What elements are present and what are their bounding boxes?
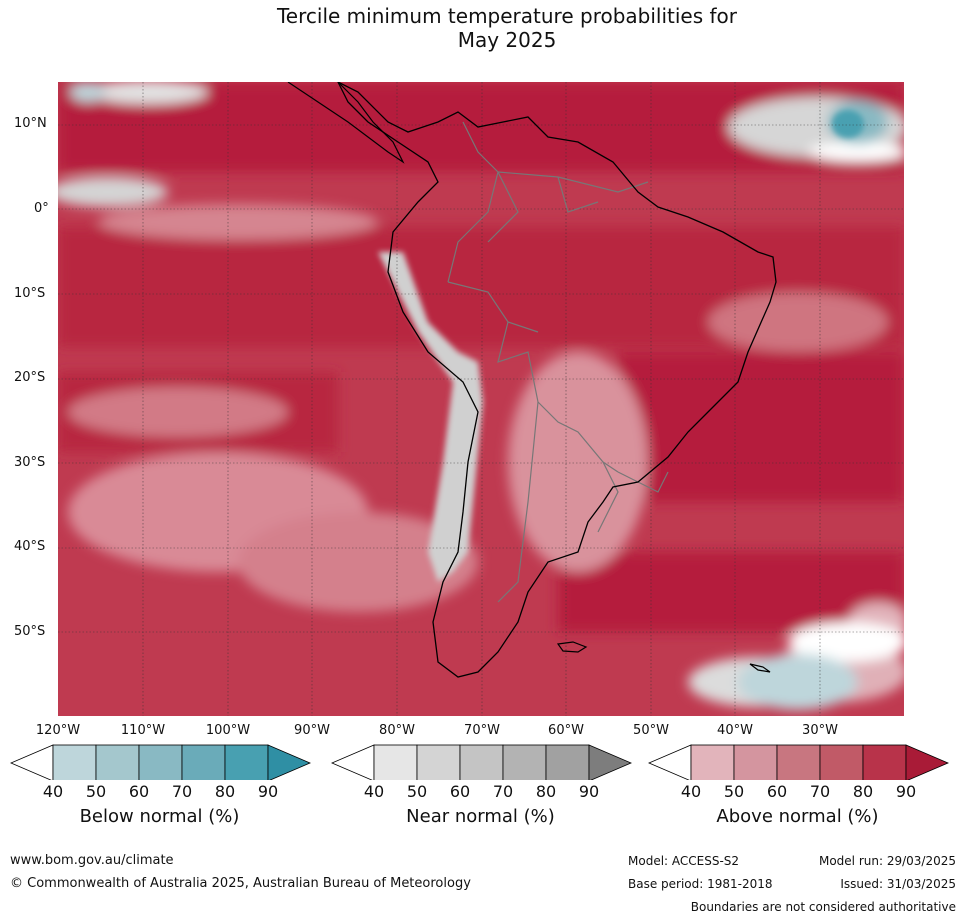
lon-label-90w: 90°W bbox=[294, 723, 330, 738]
lat-label-10n: 10°N bbox=[14, 116, 47, 131]
footer-website: www.bom.gov.au/climate bbox=[10, 853, 174, 868]
near-normal-colorbar-segment bbox=[502, 744, 547, 780]
footer-disclaimer: Boundaries are not considered authoritat… bbox=[690, 900, 956, 914]
above-normal-tick-label: 90 bbox=[895, 782, 917, 801]
below-normal-tick-label: 70 bbox=[171, 782, 193, 801]
above-normal-tick-label: 70 bbox=[809, 782, 831, 801]
near-normal-colorbar-segment bbox=[545, 744, 590, 780]
lon-label-120w: 120°W bbox=[35, 723, 81, 738]
lon-label-100w: 100°W bbox=[205, 723, 251, 738]
probability-map bbox=[58, 82, 904, 716]
near-normal-colorbar bbox=[331, 744, 632, 780]
below-normal-colorbar-max-arrow bbox=[267, 744, 311, 780]
below-normal-colorbar-segment bbox=[52, 744, 97, 780]
above-normal-tick-label: 40 bbox=[680, 782, 702, 801]
central-america-outline bbox=[287, 82, 405, 164]
below-normal-tick-label: 50 bbox=[85, 782, 107, 801]
above-normal-colorbar-max-arrow bbox=[905, 744, 949, 780]
below-normal-colorbar-min-arrow bbox=[10, 744, 54, 780]
below-normal-colorbar-title: Below normal (%) bbox=[79, 806, 240, 827]
title-line-2: May 2025 bbox=[457, 28, 557, 52]
country-borders bbox=[447, 121, 669, 603]
lon-label-110w: 110°W bbox=[120, 723, 166, 738]
footer-issued: Issued: 31/03/2025 bbox=[840, 877, 956, 891]
below-normal-colorbar bbox=[10, 744, 311, 780]
near-normal-colorbar-segment bbox=[373, 744, 418, 780]
above-normal-colorbar-segment bbox=[733, 744, 778, 780]
lon-label-70w: 70°W bbox=[464, 723, 500, 738]
south-georgia-outline bbox=[749, 663, 771, 673]
lon-label-30w: 30°W bbox=[802, 723, 838, 738]
lat-label-0: 0° bbox=[34, 201, 49, 216]
above-normal-tick-label: 80 bbox=[852, 782, 874, 801]
near-normal-tick-label: 80 bbox=[535, 782, 557, 801]
footer-model-run: Model run: 29/03/2025 bbox=[818, 854, 956, 868]
above-normal-colorbar-segment bbox=[776, 744, 821, 780]
footer-model: Model: ACCESS-S2 bbox=[628, 854, 740, 868]
below-normal-colorbar-segment bbox=[95, 744, 140, 780]
above-normal-colorbar-segment bbox=[819, 744, 864, 780]
near-normal-tick-label: 50 bbox=[406, 782, 428, 801]
above-normal-tick-label: 60 bbox=[766, 782, 788, 801]
near-normal-colorbar-segment bbox=[416, 744, 461, 780]
near-normal-colorbar-max-arrow bbox=[588, 744, 632, 780]
above-normal-tick-label: 50 bbox=[723, 782, 745, 801]
near-normal-colorbar-min-arrow bbox=[331, 744, 375, 780]
near-normal-colorbar-segment bbox=[459, 744, 504, 780]
south-america-outline bbox=[337, 82, 777, 678]
near-normal-tick-label: 40 bbox=[363, 782, 385, 801]
near-normal-tick-label: 90 bbox=[578, 782, 600, 801]
above-normal-colorbar-min-arrow bbox=[648, 744, 692, 780]
near-normal-tick-label: 60 bbox=[449, 782, 471, 801]
lon-label-80w: 80°W bbox=[379, 723, 415, 738]
below-normal-colorbar-segment bbox=[138, 744, 183, 780]
below-normal-tick-label: 40 bbox=[42, 782, 64, 801]
lat-label-30s: 30°S bbox=[14, 455, 46, 470]
below-normal-colorbar-segment bbox=[181, 744, 226, 780]
lat-label-50s: 50°S bbox=[14, 624, 46, 639]
lat-label-20s: 20°S bbox=[14, 370, 46, 385]
falklands-outline bbox=[556, 641, 588, 653]
below-normal-tick-label: 90 bbox=[257, 782, 279, 801]
near-normal-colorbar-title: Near normal (%) bbox=[406, 806, 555, 827]
above-normal-colorbar-segment bbox=[690, 744, 735, 780]
lon-label-60w: 60°W bbox=[548, 723, 584, 738]
lon-label-50w: 50°W bbox=[633, 723, 669, 738]
above-normal-colorbar-segment bbox=[862, 744, 907, 780]
below-normal-tick-label: 80 bbox=[214, 782, 236, 801]
map-svg bbox=[58, 82, 904, 716]
chart-title: Tercile minimum temperature probabilitie… bbox=[0, 4, 965, 52]
above-normal-colorbar-title: Above normal (%) bbox=[716, 806, 879, 827]
footer-base-period: Base period: 1981-2018 bbox=[628, 877, 773, 891]
title-line-1: Tercile minimum temperature probabilitie… bbox=[276, 4, 738, 28]
lat-label-10s: 10°S bbox=[14, 286, 46, 301]
below-normal-colorbar-segment bbox=[224, 744, 269, 780]
lon-label-40w: 40°W bbox=[717, 723, 753, 738]
below-normal-tick-label: 60 bbox=[128, 782, 150, 801]
graticule bbox=[58, 82, 904, 716]
above-normal-colorbar bbox=[648, 744, 949, 780]
near-normal-tick-label: 70 bbox=[492, 782, 514, 801]
lat-label-40s: 40°S bbox=[14, 539, 46, 554]
footer-copyright: © Commonwealth of Australia 2025, Austra… bbox=[10, 876, 471, 891]
